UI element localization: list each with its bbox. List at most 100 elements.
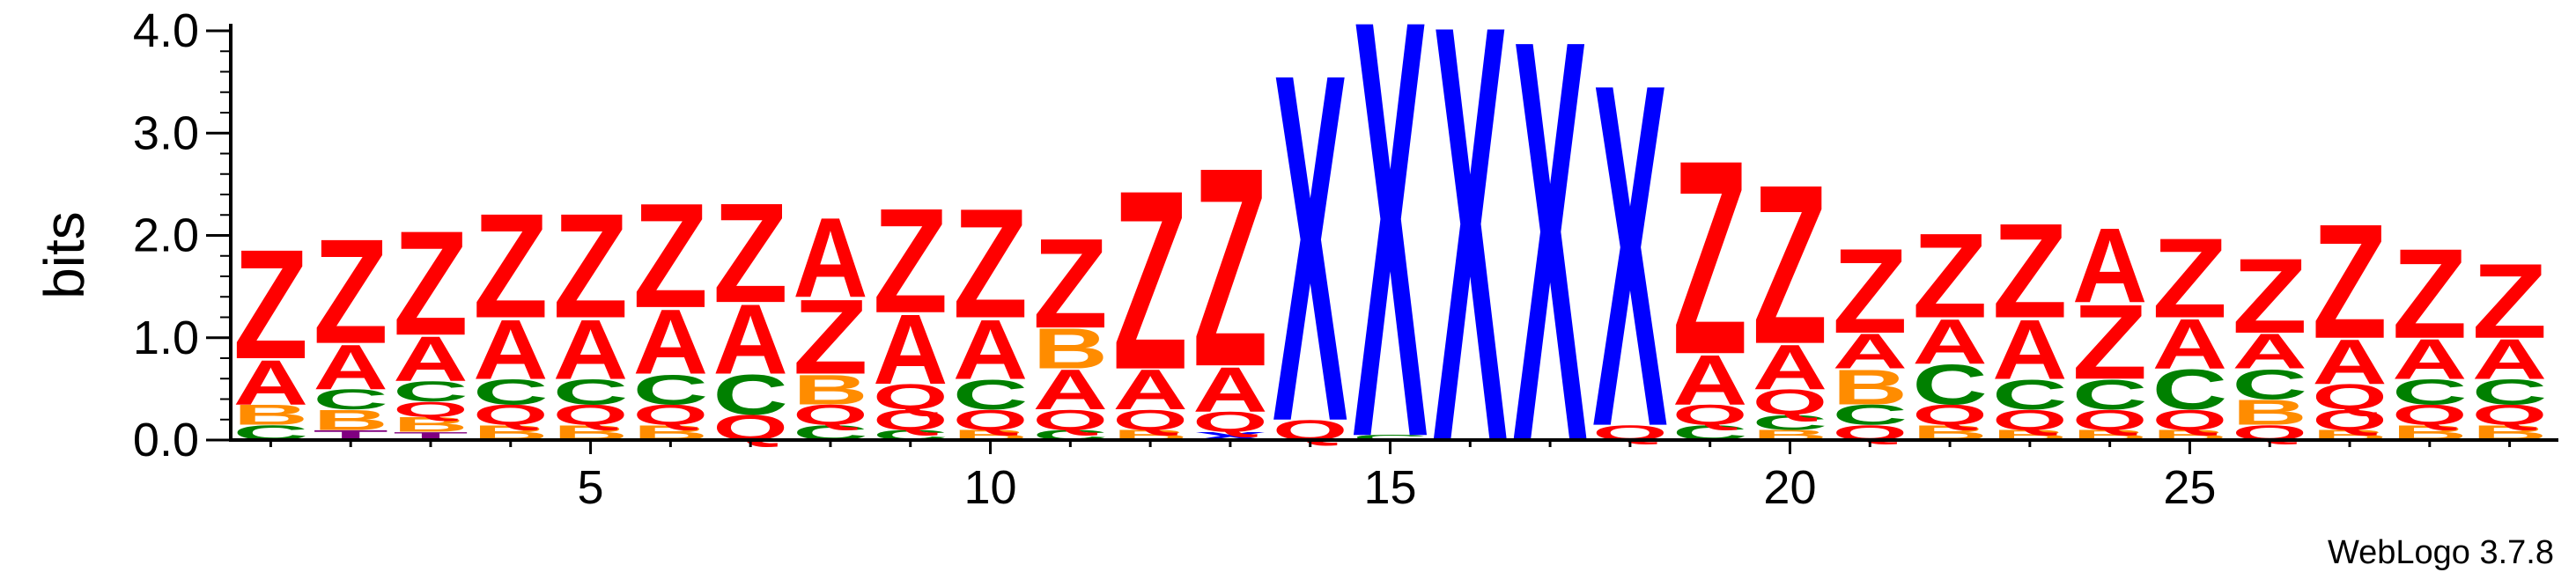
- logo-letter-pos9-A-3: A: [873, 293, 948, 405]
- logo-letter-pos16-X-0: X: [1433, 0, 1509, 568]
- logo-letter-pos23-Z-4: Z: [1992, 195, 2067, 346]
- logo-letter-pos11-A-2: A: [1033, 358, 1108, 422]
- logo-letter-pos23-A-3: A: [1992, 301, 2067, 396]
- logo-letter-pos22-C-2: C: [1912, 354, 1987, 417]
- logo-letter-pos20-Q-2: Q: [1753, 382, 1827, 422]
- logo-letter-pos28-A-3: A: [2392, 328, 2467, 392]
- logo-letter-pos9-Q-2: Q: [873, 378, 948, 417]
- y-tick-label-3.0: 3.0: [133, 106, 199, 159]
- logo-letter-pos26-C-2: C: [2233, 361, 2307, 408]
- logo-letter-pos25-A-3: A: [2152, 305, 2227, 384]
- logo-letter-pos12-Q-1: Q: [1112, 405, 1187, 437]
- y-tick-label-0.0: 0.0: [133, 414, 199, 466]
- logo-letter-pos20-C-1: C: [1753, 411, 1827, 435]
- logo-letter-pos19-Q-1: Q: [1672, 400, 1747, 431]
- logo-letter-pos24-Q-1: Q: [2072, 405, 2147, 437]
- logo-letter-pos21-C-1: C: [1833, 400, 1908, 431]
- weblogo-version-label: WebLogo 3.7.8: [2328, 534, 2554, 571]
- logo-letter-pos28-Q-1: Q: [2392, 400, 2467, 431]
- logo-letter-pos6-C-2: C: [633, 366, 708, 414]
- logo-letter-pos5-C-2: C: [553, 372, 628, 412]
- logo-letter-pos24-Z-3: Z: [2072, 282, 2147, 401]
- logo-letter-pos22-Q-1: Q: [1912, 400, 1987, 431]
- logo-letter-pos4-C-2: C: [473, 372, 548, 412]
- logo-letter-pos1-A-2: A: [233, 346, 308, 417]
- logo-letter-pos13-Z-3: Z: [1192, 108, 1267, 426]
- logo-letter-pos27-A-3: A: [2312, 326, 2387, 397]
- logo-letter-pos26-Z-4: Z: [2233, 237, 2307, 356]
- logo-letter-pos11-Z-4: Z: [1033, 213, 1108, 356]
- logo-letter-pos8-B-2: B: [793, 366, 867, 414]
- logo-letter-pos17-X-0: X: [1512, 0, 1588, 562]
- x-tick-label-5: 5: [578, 461, 604, 514]
- logo-letter-pos1-Z-3: Z: [233, 216, 308, 392]
- logo-letter-pos29-C-2: C: [2472, 372, 2547, 412]
- logo-letter-pos12-A-2: A: [1112, 358, 1187, 422]
- logo-letter-pos4-Q-1: Q: [473, 400, 548, 431]
- logo-letter-pos7-Z-3: Z: [712, 173, 787, 333]
- logo-letter-pos8-Q-1: Q: [793, 400, 867, 431]
- logo-letter-pos19-A-2: A: [1672, 341, 1747, 420]
- logo-letters: CBAZTBCAZTBQCAZBQCAZBQCAZBQCAZQCAZCQBZAC…: [233, 0, 2548, 568]
- logo-letter-pos27-Q-2: Q: [2312, 378, 2387, 417]
- logo-letter-pos10-C-2: C: [953, 371, 1028, 419]
- x-tick-label-20: 20: [1763, 461, 1816, 514]
- logo-letter-pos6-Z-4: Z: [633, 172, 708, 339]
- logo-letter-pos3-Z-5: Z: [393, 199, 468, 366]
- logo-letter-pos5-A-3: A: [553, 301, 628, 396]
- logo-letter-pos2-C-2: C: [314, 384, 388, 415]
- logo-letter-pos3-B-1: B: [393, 413, 468, 437]
- logo-letter-pos3-A-4: A: [393, 323, 468, 394]
- logo-letter-pos2-B-1: B: [314, 405, 388, 437]
- logo-letter-pos20-Z-4: Z: [1753, 138, 1827, 393]
- logo-letter-pos28-C-2: C: [2392, 372, 2467, 412]
- y-axis-label: bits: [33, 211, 96, 299]
- logo-letter-pos5-Q-1: Q: [553, 400, 628, 431]
- logo-letter-pos26-A-3: A: [2233, 323, 2307, 378]
- logo-letter-pos26-B-1: B: [2233, 393, 2307, 432]
- logo-letter-pos14-X-1: X: [1273, 0, 1348, 525]
- logo-letter-pos25-C-2: C: [2152, 358, 2227, 422]
- logo-letter-pos25-Q-1: Q: [2152, 405, 2227, 437]
- logo-letter-pos25-Z-4: Z: [2152, 214, 2227, 341]
- logo-letter-pos15-C-0: C: [1353, 434, 1428, 442]
- logo-letter-pos7-C-1: C: [712, 363, 787, 427]
- y-tick-label-1.0: 1.0: [133, 312, 199, 364]
- logo-letter-pos29-A-3: A: [2472, 328, 2547, 392]
- logo-letter-pos13-A-2: A: [1192, 354, 1267, 425]
- logo-letter-pos23-Q-1: Q: [1992, 405, 2067, 437]
- logo-letter-pos29-Z-4: Z: [2472, 241, 2547, 360]
- logo-letter-pos19-Z-3: Z: [1672, 103, 1747, 413]
- logo-letter-pos4-A-3: A: [473, 301, 548, 396]
- logo-letter-pos4-Z-4: Z: [473, 182, 548, 349]
- logo-letter-pos27-Z-4: Z: [2312, 189, 2387, 372]
- logo-letter-pos10-Z-4: Z: [953, 175, 1028, 350]
- logo-letter-pos15-X-1: X: [1353, 0, 1428, 562]
- y-tick-label-2.0: 2.0: [133, 209, 199, 262]
- logo-letter-pos8-Z-3: Z: [793, 277, 867, 396]
- y-tick-label-4.0: 4.0: [133, 4, 199, 57]
- logo-letter-pos7-A-2: A: [712, 283, 787, 395]
- logo-letter-pos22-Z-4: Z: [1912, 209, 1987, 344]
- logo-letter-pos3-C-3: C: [393, 376, 468, 407]
- logo-letter-pos2-Z-4: Z: [314, 208, 388, 375]
- logo-letter-pos5-Z-4: Z: [553, 182, 628, 349]
- logo-letter-pos22-A-3: A: [1912, 305, 1987, 377]
- logo-letter-pos29-Q-1: Q: [2472, 400, 2547, 431]
- logo-letter-pos21-B-2: B: [1833, 359, 1908, 415]
- logo-letter-pos20-A-3: A: [1753, 331, 1827, 402]
- axes: 0.0 1.0 2.0 3.0 4.0 5 10 15 20 25: [133, 4, 2558, 514]
- logo-letter-pos10-A-3: A: [953, 301, 1028, 396]
- x-tick-label-10: 10: [963, 461, 1016, 514]
- logo-letter-pos18-X-1: X: [1592, 0, 1668, 529]
- logo-letter-pos12-Z-3: Z: [1112, 138, 1187, 423]
- logo-letter-pos2-A-3: A: [314, 331, 388, 402]
- logo-letter-pos11-Q-1: Q: [1033, 405, 1108, 437]
- logo-letter-pos6-A-3: A: [633, 290, 708, 393]
- logo-letter-pos9-Z-4: Z: [873, 177, 948, 344]
- logo-letter-pos11-B-3: B: [1033, 318, 1108, 381]
- logo-letter-pos3-Q-2: Q: [393, 397, 468, 421]
- logo-letter-pos24-A-4: A: [2072, 207, 2147, 326]
- logo-letter-pos8-A-4: A: [793, 194, 867, 321]
